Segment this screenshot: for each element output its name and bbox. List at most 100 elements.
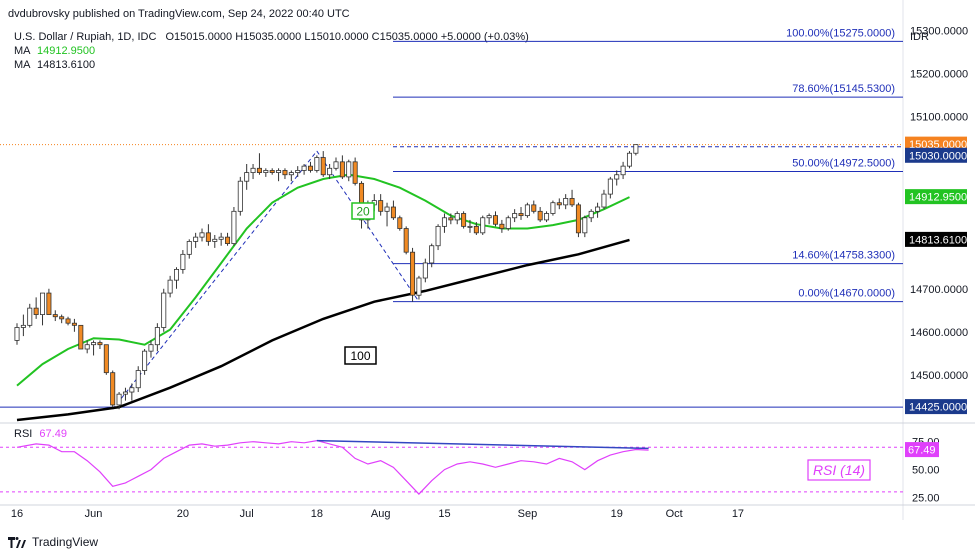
candle-body xyxy=(454,213,460,221)
rsi-line xyxy=(16,439,649,495)
candle-body xyxy=(212,238,218,242)
candle-body xyxy=(225,236,231,244)
candle-body xyxy=(575,204,581,234)
footer-brand[interactable]: TradingView xyxy=(32,535,99,549)
symbol-line: U.S. Dollar / Rupiah, 1D, IDC O15015.000… xyxy=(14,31,529,43)
rsi-divergence-line xyxy=(316,439,649,450)
candle-body xyxy=(91,342,97,346)
candle-body xyxy=(397,217,403,229)
price-badge-text: 14912.9500 xyxy=(909,192,967,204)
candle-body xyxy=(531,204,537,212)
candle-body xyxy=(33,307,39,315)
candle-body xyxy=(327,167,333,176)
y-tick-label: 15200.0000 xyxy=(910,69,968,81)
rsi-value-badge xyxy=(905,442,939,458)
price-badge-text: 14813.6100 xyxy=(909,234,967,246)
x-tick-label: 16 xyxy=(11,508,23,520)
y-tick-label: 14700.0000 xyxy=(910,284,968,296)
candle-body xyxy=(244,172,250,182)
candle-body xyxy=(154,327,160,346)
ma20-tag-box xyxy=(351,202,375,220)
candle-body xyxy=(550,202,556,214)
candle-body xyxy=(276,170,282,173)
candle-body xyxy=(410,251,416,296)
candle-body xyxy=(199,232,205,238)
candle-body xyxy=(320,157,326,176)
support-badge xyxy=(905,399,967,415)
candle-body xyxy=(378,200,384,212)
candle-body xyxy=(339,161,345,178)
candle-body xyxy=(595,206,601,212)
price-badge-text: 15030.0000 xyxy=(909,150,967,162)
y-tick-label: 15300.0000 xyxy=(910,26,968,38)
tradingview-logo-icon xyxy=(8,536,26,548)
candle-body xyxy=(384,206,390,212)
candle-body xyxy=(626,152,632,167)
swing-dashed-line xyxy=(112,150,318,410)
rsi-legend-value: 67.49 xyxy=(39,428,67,440)
candle-body xyxy=(448,217,454,221)
ma100-tag-box xyxy=(344,346,377,365)
candle-body xyxy=(505,217,511,229)
candle-body xyxy=(607,178,613,195)
candle-body xyxy=(473,225,479,234)
fib-level-label: 78.60%(15145.5300) xyxy=(792,83,895,95)
candle-body xyxy=(59,316,65,320)
ma100-legend[interactable]: MA 14813.6100 xyxy=(14,59,95,71)
ohlc-values: O15015.0000 H15035.0000 L15010.0000 C150… xyxy=(165,31,529,43)
candle-body xyxy=(71,322,77,326)
ma100-legend-label: MA xyxy=(14,59,30,71)
fib-level-label: 0.00%(14670.0000) xyxy=(798,288,895,300)
candle-body xyxy=(518,213,524,217)
candle-body xyxy=(359,182,365,221)
candle-body xyxy=(135,370,141,389)
price-badge-ma100 xyxy=(905,231,967,247)
x-tick-label: 18 xyxy=(311,508,323,520)
candle-body xyxy=(20,324,26,328)
ma100-line xyxy=(16,238,630,422)
ma20-legend[interactable]: MA 14912.9500 xyxy=(14,45,95,57)
candle-body xyxy=(346,161,352,178)
candle-body xyxy=(103,344,109,374)
support-badge-text: 14425.0000 xyxy=(909,402,967,414)
x-tick-label: 19 xyxy=(611,508,623,520)
ma20-tag-label: 20 xyxy=(356,205,370,219)
y-tick-label: 14500.0000 xyxy=(910,370,968,382)
candle-body xyxy=(148,344,154,352)
candle-body xyxy=(301,165,307,171)
rsi-tick-label: 25.00 xyxy=(912,492,940,504)
fib-level-label: 50.00%(14972.5000) xyxy=(792,158,895,170)
rsi-legend[interactable]: RSI 67.49 xyxy=(14,428,67,440)
candle-body xyxy=(46,292,52,315)
candle-body xyxy=(129,387,135,393)
candle-body xyxy=(250,167,256,173)
y-tick-label: 15100.0000 xyxy=(910,112,968,124)
x-tick-label: Jun xyxy=(85,508,103,520)
candle-body xyxy=(14,327,20,341)
candle-body xyxy=(569,198,575,206)
symbol-name[interactable]: U.S. Dollar / Rupiah, 1D, IDC xyxy=(14,31,157,43)
candle-body xyxy=(263,170,269,173)
candle-body xyxy=(167,279,173,294)
candle-body xyxy=(256,167,262,173)
price-badge-level xyxy=(905,147,967,163)
candle-body xyxy=(467,225,473,228)
candle-body xyxy=(563,198,569,206)
candle-body xyxy=(416,277,422,296)
candle-body xyxy=(499,223,505,229)
candle-body xyxy=(556,202,562,206)
candle-body xyxy=(193,236,199,242)
candle-body xyxy=(429,245,435,264)
candle-body xyxy=(537,210,543,221)
x-tick-label: 15 xyxy=(438,508,450,520)
candle-body xyxy=(110,372,116,406)
candle-body xyxy=(314,157,320,171)
ma100-legend-value: 14813.6100 xyxy=(36,59,96,71)
candle-body xyxy=(237,180,243,212)
candle-body xyxy=(307,165,313,171)
candle-body xyxy=(84,344,90,350)
x-tick-label: Jul xyxy=(240,508,254,520)
rsi-legend-label: RSI xyxy=(14,428,33,440)
